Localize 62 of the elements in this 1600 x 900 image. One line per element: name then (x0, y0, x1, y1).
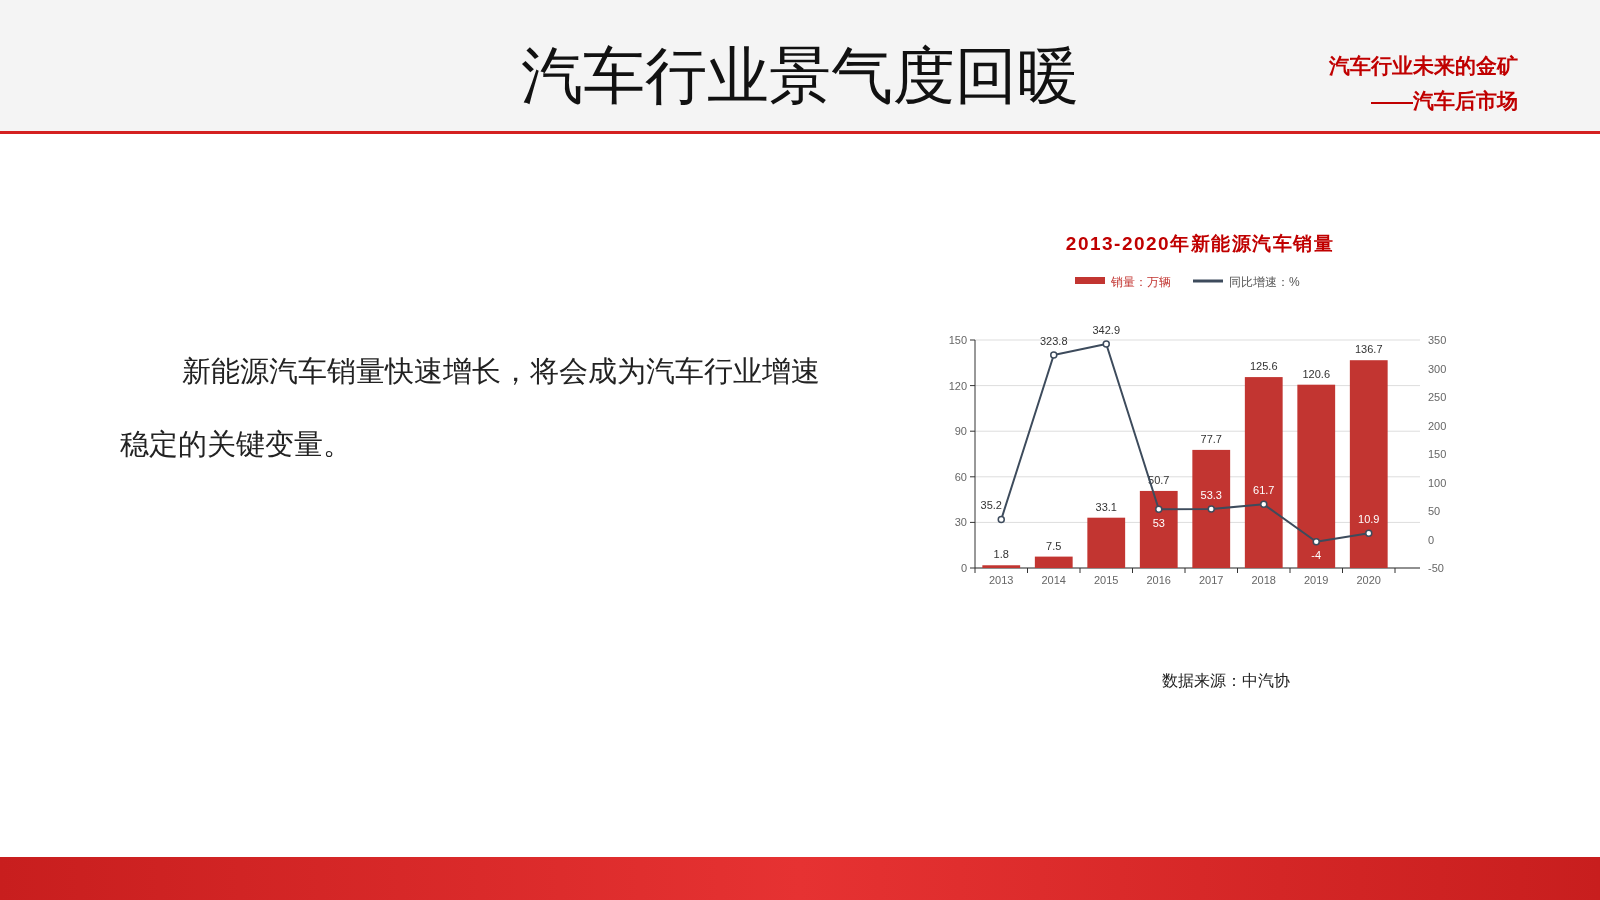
data-label: 53 (1152, 517, 1165, 530)
data-label: 77.7 (1200, 432, 1222, 445)
y2-tick-label: 100 (1428, 476, 1447, 489)
point (1260, 500, 1268, 509)
x-tick-label: 2018 (1251, 574, 1276, 586)
source-note: 数据来源：中汽协 (1162, 672, 1290, 689)
point (1207, 505, 1215, 513)
bar (1244, 377, 1283, 568)
bar (1034, 556, 1073, 568)
data-label: 35.2 (980, 499, 1002, 512)
text: 汽车行业未来的金矿 (1328, 54, 1518, 77)
text: ——汽车后市场 (1371, 89, 1518, 112)
y-tick-label: 60 (954, 470, 967, 483)
x-tick-label: 2016 (1146, 574, 1171, 586)
y2-tick-label: -50 (1428, 562, 1444, 574)
bar (1192, 449, 1231, 568)
legend-label: 销量：万辆 (1110, 275, 1171, 289)
point (1102, 340, 1110, 348)
data-label: 1.8 (993, 548, 1009, 561)
data-label: 53.3 (1200, 489, 1222, 502)
data-label: -4 (1311, 548, 1322, 561)
text: 汽车行业景气度回暖 (521, 41, 1079, 110)
chart-title: 2013-2020年新能源汽车销量 (1065, 233, 1335, 254)
x-tick-label: 2019 (1304, 574, 1329, 586)
y2-tick-label: 50 (1428, 505, 1441, 517)
y-tick-label: 30 (954, 516, 967, 529)
y2-tick-label: 200 (1428, 419, 1447, 432)
bar (1297, 384, 1336, 568)
bar (1349, 360, 1388, 568)
data-label: 136.7 (1354, 343, 1383, 356)
x-tick-label: 2017 (1199, 574, 1224, 586)
point (1155, 505, 1163, 514)
y-tick-label: 0 (960, 562, 967, 574)
data-label: 125.6 (1249, 360, 1278, 373)
bar (1087, 517, 1126, 568)
x-tick-label: 2020 (1356, 574, 1381, 586)
text: 新能源汽车销量快速增长，将会成为汽车行业增速稳定的关键变量。 (120, 355, 820, 460)
y2-tick-label: 150 (1428, 448, 1447, 460)
point (1312, 538, 1320, 546)
data-label: 33.1 (1095, 500, 1117, 513)
point (1365, 529, 1373, 538)
y2-tick-label: 250 (1428, 391, 1447, 403)
y-tick-label: 150 (948, 334, 967, 346)
y2-tick-label: 350 (1428, 334, 1447, 346)
point (997, 515, 1005, 524)
data-label: 323.8 (1039, 334, 1068, 347)
x-tick-label: 2013 (989, 574, 1014, 586)
legend-label: 同比增速：% (1229, 275, 1300, 289)
point (1050, 351, 1058, 359)
bar (1139, 490, 1178, 568)
data-label: 10.9 (1358, 513, 1380, 526)
data-label: 120.6 (1302, 367, 1331, 380)
x-tick-label: 2014 (1041, 574, 1066, 586)
x-tick-label: 2015 (1094, 574, 1119, 586)
y2-tick-label: 300 (1428, 362, 1447, 375)
bar (982, 565, 1021, 568)
data-label: 61.7 (1253, 484, 1275, 497)
data-label: 342.9 (1092, 324, 1121, 337)
y-tick-label: 120 (948, 379, 967, 392)
data-label: 7.5 (1046, 539, 1062, 552)
y2-tick-label: 0 (1428, 533, 1435, 546)
y-tick-label: 90 (954, 425, 967, 438)
